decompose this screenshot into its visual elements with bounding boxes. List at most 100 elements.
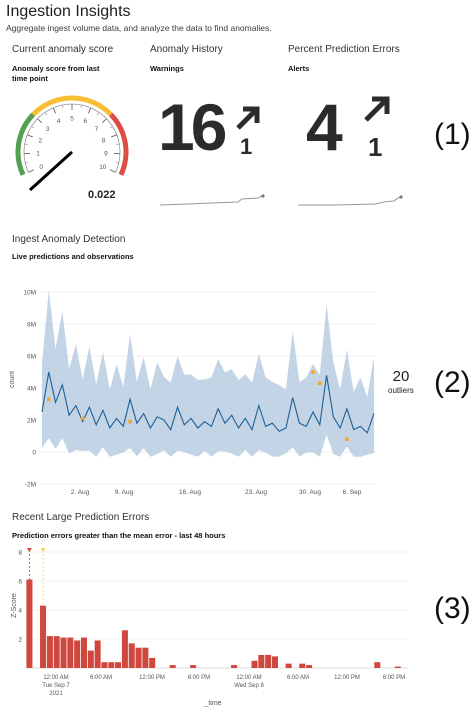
error-bar bbox=[265, 654, 272, 668]
errors-x-tick-time: 12:00 AM bbox=[236, 675, 261, 681]
gauge-scale-label: 3 bbox=[46, 126, 50, 133]
detection-y-tick: 6M bbox=[27, 354, 36, 361]
error-bar bbox=[26, 579, 33, 668]
gauge-minor-tick bbox=[97, 112, 100, 116]
detection-y-tick: 10M bbox=[23, 290, 36, 297]
error-bar bbox=[149, 657, 156, 668]
outliers-count: 20 bbox=[392, 368, 410, 385]
gauge-band bbox=[108, 112, 129, 176]
error-bar bbox=[121, 630, 128, 668]
error-bar bbox=[67, 637, 74, 668]
errors-x-tick-time: 12:00 PM bbox=[334, 675, 360, 681]
error-bar bbox=[169, 665, 176, 668]
detection-y-tick: 8M bbox=[27, 322, 36, 329]
errors-x-tick-year: 2021 bbox=[49, 691, 63, 697]
gauge-tick bbox=[109, 169, 116, 173]
prediction-band bbox=[42, 290, 374, 457]
errors-x-axis-label: _time bbox=[203, 700, 221, 707]
gauge-scale-label: 8 bbox=[102, 137, 106, 144]
error-bar bbox=[94, 640, 101, 668]
errors-x-tick-time: 6:00 PM bbox=[188, 675, 210, 681]
outlier-marker bbox=[311, 370, 315, 374]
errors-y-tick: 2 bbox=[18, 637, 22, 644]
error-bar bbox=[231, 665, 238, 668]
error-bar bbox=[108, 662, 115, 668]
errors-x-tick-time: 12:00 PM bbox=[139, 675, 165, 681]
gauge-minor-tick bbox=[62, 104, 64, 108]
gauge-tick bbox=[52, 107, 57, 114]
warnings-sparkline bbox=[159, 194, 265, 206]
detection-y-axis-label: count bbox=[9, 371, 16, 388]
gauge-needle bbox=[28, 150, 74, 192]
errors-x-tick-time: 6:00 AM bbox=[90, 675, 112, 681]
error-bar bbox=[101, 662, 108, 668]
gauge-scale-label: 5 bbox=[70, 116, 74, 123]
gauge-minor-tick bbox=[25, 162, 29, 164]
gauge-tick bbox=[111, 134, 117, 138]
annotation-3: (3) bbox=[434, 592, 471, 625]
error-bar bbox=[60, 637, 67, 668]
detection-chart: 10M 8M 6M 4M 2M 0 -2M 2. Aug 9. Aug 16. Aug 23. Au… bbox=[9, 290, 376, 496]
outlier-marker bbox=[128, 419, 132, 424]
errors-y-tick: 6 bbox=[18, 579, 22, 586]
errors-panel-subtitle: Prediction errors greater than the mean … bbox=[12, 531, 226, 540]
detection-x-tick: 30. Aug bbox=[299, 489, 321, 496]
detection-y-tick: 4M bbox=[27, 386, 36, 393]
warnings-panel-subtitle: Warnings bbox=[150, 64, 184, 73]
page-subtitle: Aggregate ingest volume data, and analyz… bbox=[6, 23, 272, 33]
detection-x-tick: 6. Sep bbox=[343, 489, 362, 496]
alerts-count: 4 bbox=[306, 90, 343, 164]
gauge-tick bbox=[27, 134, 33, 138]
gauge-tick bbox=[37, 118, 43, 124]
observation-line bbox=[41, 371, 375, 434]
gauge-scale-label: 9 bbox=[104, 151, 108, 158]
gauge-scale-label: 6 bbox=[83, 118, 87, 125]
errors-x-tick-time: 6:00 AM bbox=[287, 675, 309, 681]
error-bar bbox=[258, 654, 265, 668]
detection-panel-subtitle: Live predictions and observations bbox=[12, 252, 134, 261]
errors-marker-yellow-icon bbox=[40, 548, 46, 552]
error-bar bbox=[299, 663, 306, 668]
errors-x-tick-date: Wed Sep 8 bbox=[234, 683, 264, 689]
alerts-panel-subtitle: Alerts bbox=[288, 64, 310, 73]
outlier-marker bbox=[80, 416, 85, 421]
warnings-count: 16 bbox=[158, 90, 227, 164]
gauge-minor-tick bbox=[109, 125, 113, 129]
error-bar bbox=[251, 660, 258, 668]
errors-x-tick-date: Tue Sep 7 bbox=[42, 683, 70, 689]
gauge-scale-label: 7 bbox=[95, 126, 99, 133]
outlier-marker bbox=[345, 437, 349, 441]
error-bar bbox=[80, 637, 87, 668]
alerts-arrow-up-right-icon bbox=[364, 96, 390, 122]
error-bar bbox=[40, 605, 47, 668]
gauge-scale-label: 0 bbox=[39, 164, 43, 171]
errors-y-tick: 4 bbox=[18, 608, 22, 615]
alerts-trend-value: 1 bbox=[368, 132, 383, 162]
gauge-tick bbox=[101, 118, 107, 124]
error-bar bbox=[394, 666, 401, 668]
gauge-scale-label: 1 bbox=[36, 151, 40, 158]
error-bar bbox=[46, 636, 53, 668]
alerts-panel-title: Percent Prediction Errors bbox=[288, 44, 400, 55]
outlier-marker bbox=[317, 381, 322, 385]
detection-x-tick: 23. Aug bbox=[245, 489, 267, 496]
gauge-tick bbox=[87, 107, 92, 114]
detection-y-tick: 0 bbox=[32, 450, 36, 457]
gauge-tick bbox=[28, 169, 35, 173]
gauge-minor-tick bbox=[80, 104, 82, 108]
error-bar bbox=[115, 662, 122, 668]
error-bar bbox=[128, 643, 135, 668]
errors-x-tick-time: 6:00 PM bbox=[383, 675, 405, 681]
detection-x-tick: 9. Aug bbox=[115, 489, 134, 496]
gauge-value: 0.022 bbox=[88, 189, 116, 201]
errors-panel-title: Recent Large Prediction Errors bbox=[12, 512, 150, 523]
warnings-trend-value: 1 bbox=[240, 134, 253, 159]
error-bar bbox=[285, 663, 292, 668]
errors-chart: 8 6 4 2 12:00 AM Tue Sep 7 2021 6:00 AM 12:00 PM… bbox=[11, 548, 408, 707]
gauge-panel-title: Current anomaly score bbox=[12, 44, 114, 55]
gauge-scale-label: 2 bbox=[38, 137, 42, 144]
error-bar bbox=[74, 640, 81, 668]
outlier-marker bbox=[46, 397, 51, 401]
error-bar bbox=[87, 650, 94, 668]
error-bar bbox=[271, 656, 278, 668]
